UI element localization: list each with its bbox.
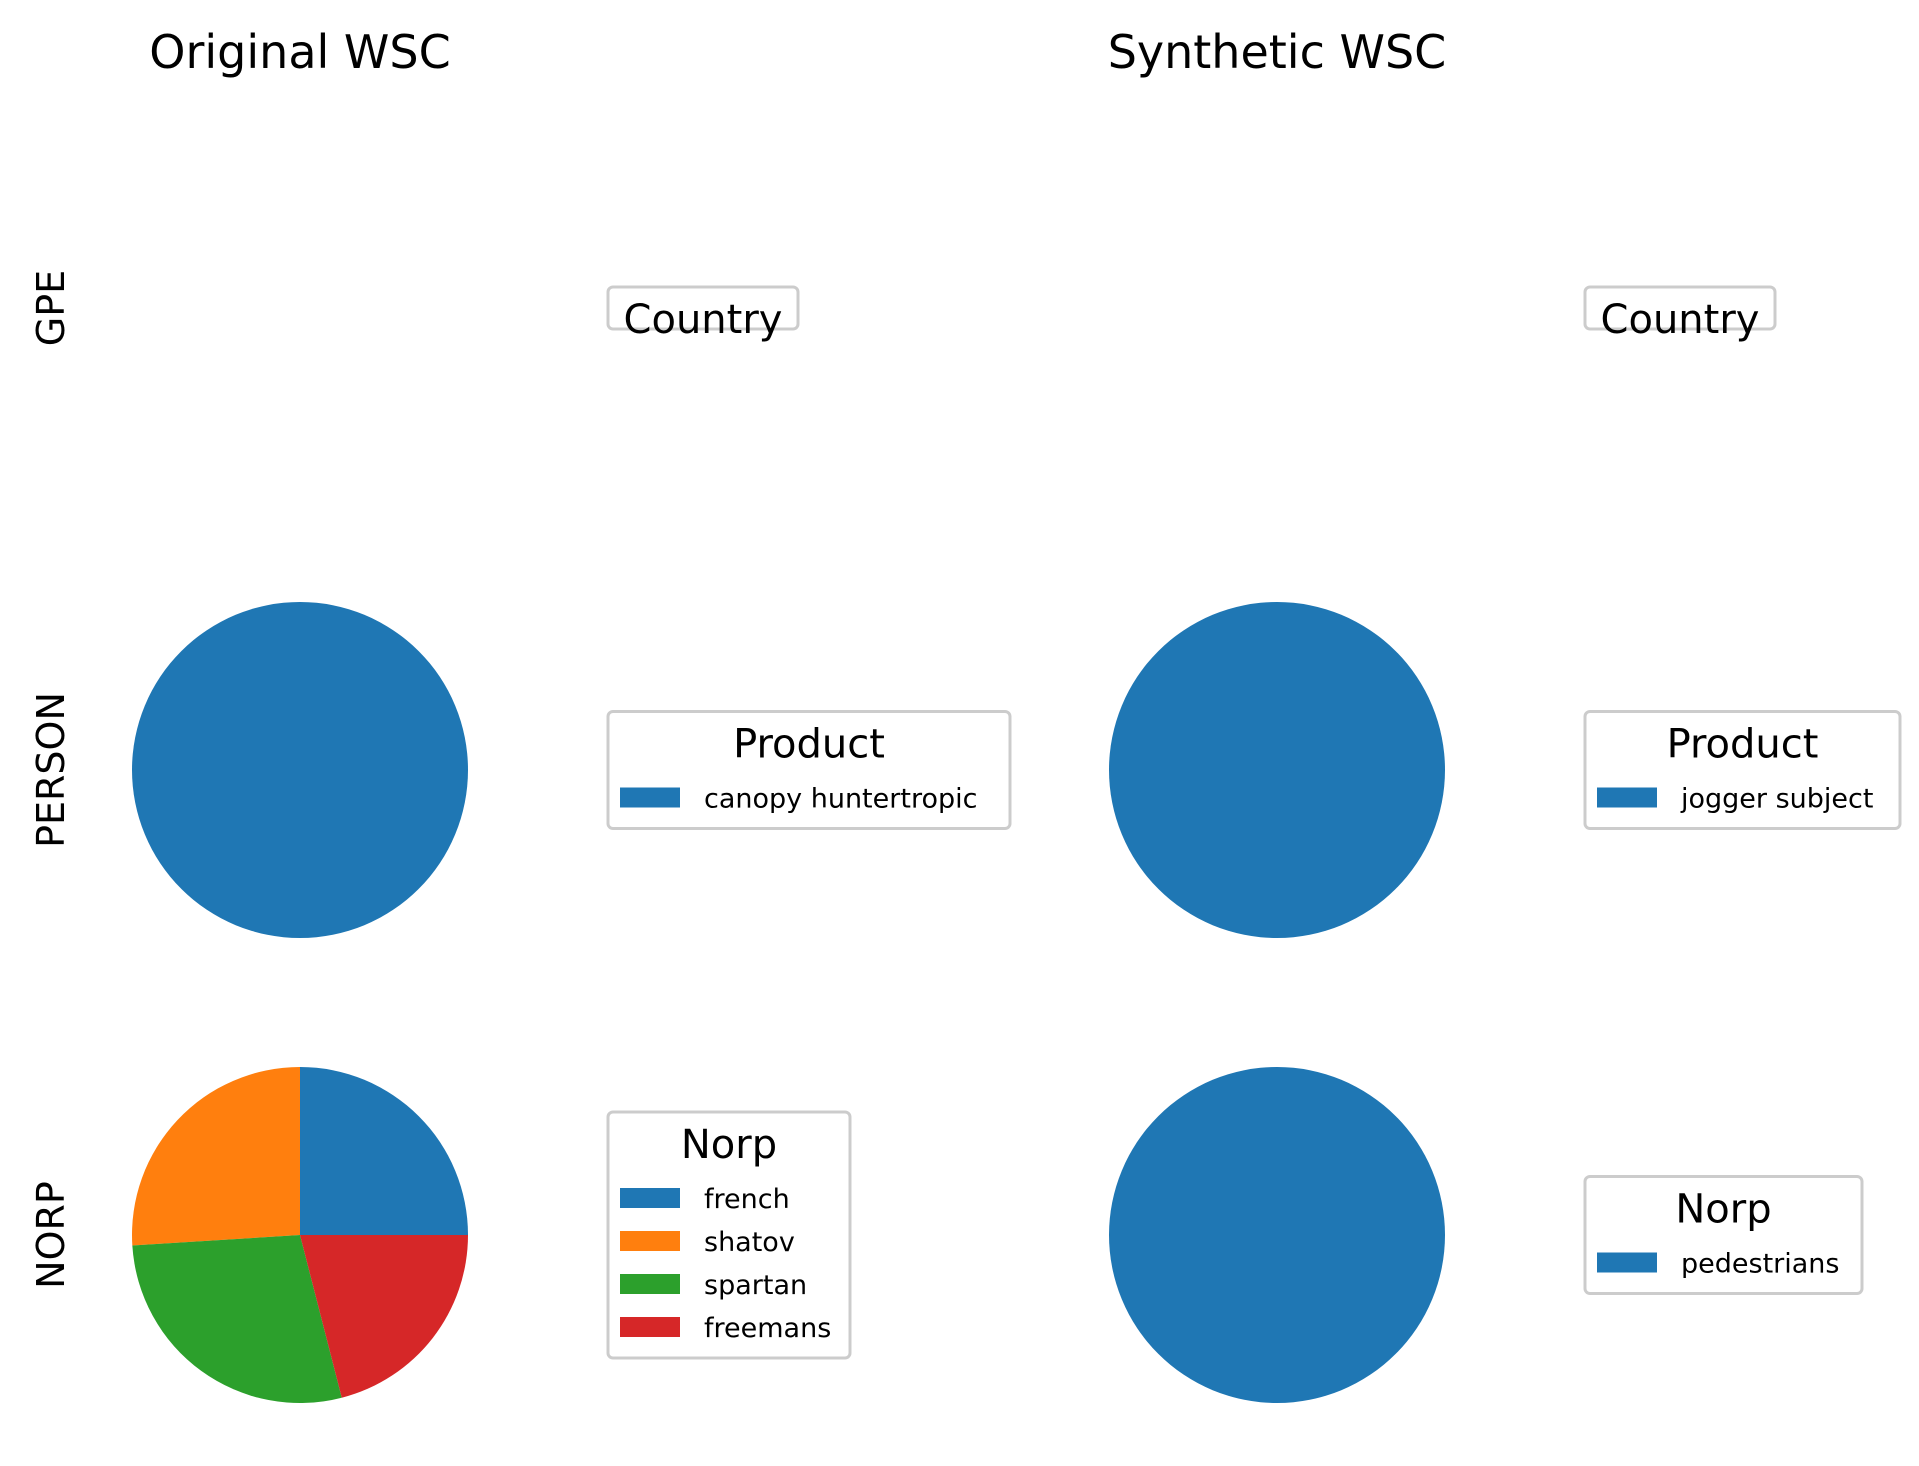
legend-label: freemans	[704, 1313, 831, 1344]
legend-label: pedestrians	[1681, 1249, 1839, 1280]
pie-slice	[1109, 602, 1445, 938]
column-title-synthetic: Synthetic WSC	[1108, 25, 1447, 79]
legend-swatch	[1597, 1252, 1657, 1273]
legend-frame	[606, 710, 1012, 830]
legend-frame	[606, 1110, 852, 1360]
pie-slice	[132, 1067, 300, 1246]
legend-frame	[1583, 285, 1777, 331]
pie-panel: Norp pedestrians	[1109, 1067, 1864, 1403]
legend-label: shatov	[704, 1227, 795, 1258]
pie-panel: Country	[606, 285, 800, 343]
legend-title: Product	[733, 722, 885, 768]
row-label-gpe: GPE	[29, 270, 73, 346]
legend: Product jogger subject	[1583, 710, 1902, 830]
legend-label: canopy huntertropic	[704, 784, 977, 815]
pie-slice	[132, 1235, 342, 1403]
pie-panels: Country Country Product canopy huntertropic…	[132, 285, 1902, 1403]
pie-slice	[300, 1067, 468, 1235]
legend-frame	[1583, 710, 1902, 830]
legend: Country	[606, 285, 800, 343]
pie-panel: Country	[1583, 285, 1777, 343]
pie-slice	[132, 602, 468, 938]
legend-swatch	[620, 787, 680, 808]
legend-swatch	[1597, 787, 1657, 808]
column-title-original: Original WSC	[149, 25, 450, 79]
row-label-person: PERSON	[29, 692, 73, 848]
legend: Product canopy huntertropic	[606, 710, 1012, 830]
pie-panel: Norp french shatov spartan freemans	[132, 1067, 852, 1403]
legend-title: Norp	[681, 1122, 777, 1168]
legend-title: Country	[624, 297, 783, 343]
legend: Norp french shatov spartan freemans	[606, 1110, 852, 1360]
legend: Country	[1583, 285, 1777, 343]
legend-title: Norp	[1675, 1187, 1771, 1233]
pie-slice	[1109, 1067, 1445, 1403]
pie-panel: Product canopy huntertropic	[132, 602, 1012, 938]
legend-swatch	[620, 1317, 680, 1337]
legend-label: jogger subject	[1680, 784, 1873, 815]
legend: Norp pedestrians	[1583, 1175, 1864, 1295]
legend-label: spartan	[704, 1270, 807, 1301]
legend-frame	[606, 285, 800, 331]
legend-swatch	[620, 1231, 680, 1251]
pie-panel: Product jogger subject	[1109, 602, 1902, 938]
legend-title: Product	[1667, 722, 1819, 768]
pie-slice	[300, 1235, 468, 1398]
row-label-norp: NORP	[29, 1181, 73, 1289]
legend-label: french	[704, 1184, 790, 1215]
legend-swatch	[620, 1188, 680, 1208]
legend-title: Country	[1601, 297, 1760, 343]
legend-swatch	[620, 1274, 680, 1294]
